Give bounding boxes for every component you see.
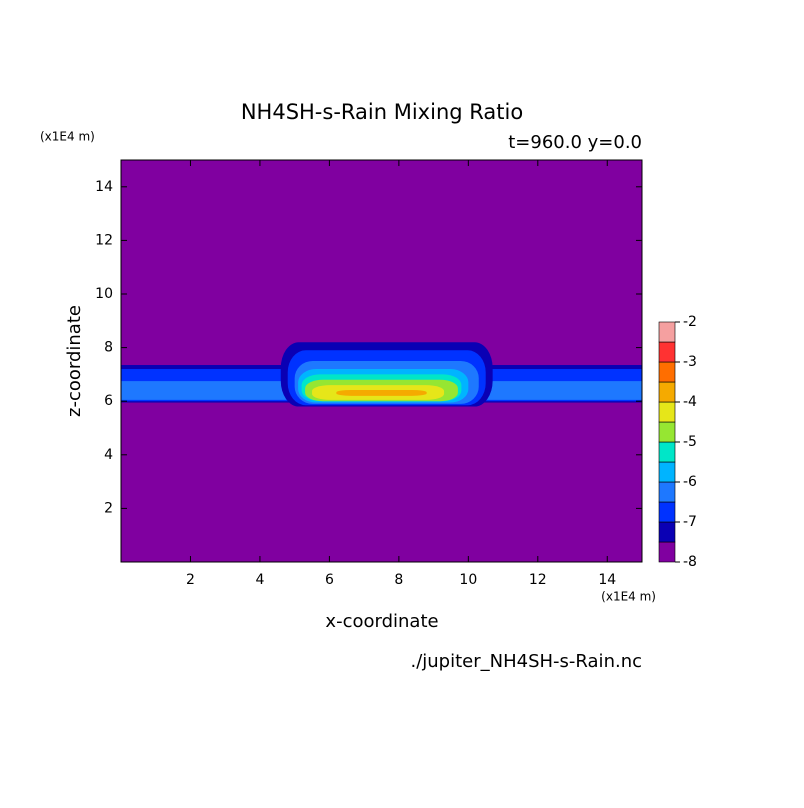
x-axis-label: x-coordinate	[325, 611, 438, 632]
contour-region	[336, 389, 427, 396]
plot-frame	[120, 159, 643, 563]
y-unit: (x1E4 m)	[40, 130, 95, 144]
y-tick-label: 2	[104, 500, 113, 516]
colorbar-swatch	[658, 461, 676, 483]
y-tick-label: 4	[104, 447, 113, 463]
colorbar-label: -8	[683, 554, 697, 570]
colorbar-swatch	[658, 381, 676, 403]
x-tick-label: 4	[255, 572, 264, 588]
colorbar-label: -2	[683, 314, 697, 330]
x-tick-label: 14	[598, 572, 616, 588]
colorbar-swatch	[658, 501, 676, 523]
colorbar-label: -5	[683, 434, 697, 450]
x-tick-label: 8	[394, 572, 403, 588]
y-tick-label: 6	[104, 393, 113, 409]
y-tick-label: 8	[104, 340, 113, 356]
chart-subtitle: t=960.0 y=0.0	[508, 132, 642, 153]
x-unit: (x1E4 m)	[601, 590, 656, 604]
colorbar-swatch	[658, 481, 676, 503]
y-tick-label: 10	[95, 286, 113, 302]
colorbar-swatch	[658, 401, 676, 423]
colorbar-swatch	[658, 441, 676, 463]
x-tick-label: 12	[529, 572, 547, 588]
y-tick-label: 12	[95, 232, 113, 248]
colorbar-swatch	[658, 521, 676, 543]
colorbar-label: -3	[683, 354, 697, 370]
y-tick-label: 14	[95, 179, 113, 195]
colorbar-swatch	[658, 321, 676, 343]
colorbar-swatch	[658, 361, 676, 383]
colorbar-label: -4	[683, 394, 697, 410]
colorbar-swatch	[658, 421, 676, 443]
x-tick-label: 2	[186, 572, 195, 588]
x-tick-label: 6	[325, 572, 334, 588]
colorbar-swatch	[658, 541, 676, 563]
colorbar-label: -7	[683, 514, 697, 530]
colorbar-swatch	[658, 341, 676, 363]
x-tick-label: 10	[459, 572, 477, 588]
chart-title: NH4SH-s-Rain Mixing Ratio	[241, 100, 523, 124]
colorbar-label: -6	[683, 474, 697, 490]
y-axis-label: z-coordinate	[64, 305, 85, 417]
footer: ./jupiter_NH4SH-s-Rain.nc	[410, 651, 642, 672]
